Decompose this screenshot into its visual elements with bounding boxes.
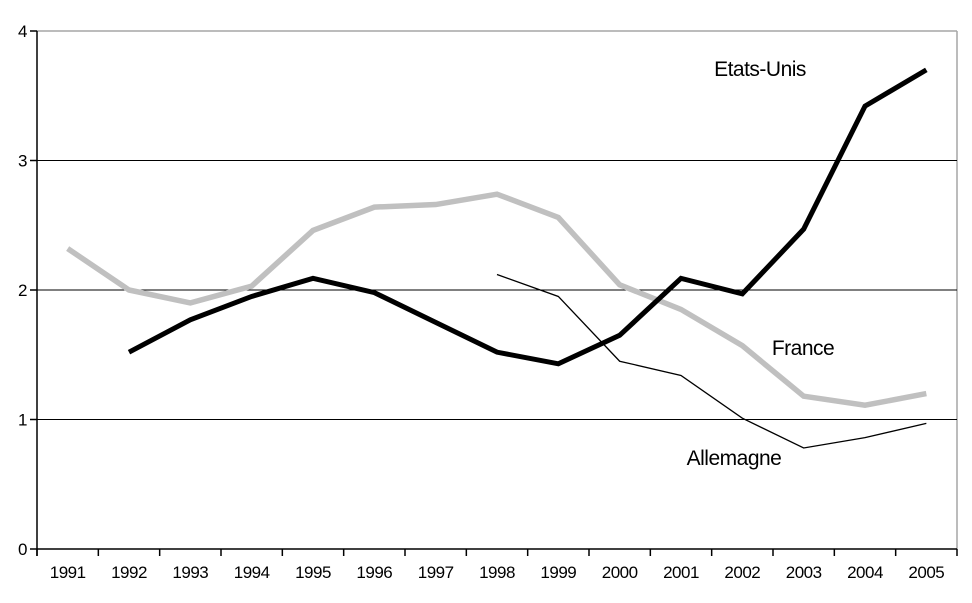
series-label-allemagne: Allemagne (687, 447, 782, 470)
x-tick-label-1991: 1991 (50, 563, 86, 582)
x-tick-label-1995: 1995 (295, 563, 331, 582)
y-tick-label-3: 3 (18, 152, 27, 171)
x-tick-label-1999: 1999 (540, 563, 576, 582)
series-line-etats-unis (127, 67, 928, 367)
y-tick-label-0: 0 (18, 540, 27, 559)
x-tick-label-2002: 2002 (724, 563, 760, 582)
x-tick-label-1998: 1998 (479, 563, 515, 582)
series-line-allemagne (496, 273, 927, 449)
x-tick-label-2004: 2004 (847, 563, 883, 582)
series-label-france: France (772, 337, 834, 360)
x-tick-label-2005: 2005 (908, 563, 944, 582)
x-tick-label-1997: 1997 (418, 563, 454, 582)
y-tick-label-2: 2 (18, 281, 27, 300)
series-line-france (66, 191, 927, 409)
y-tick-label-4: 4 (18, 22, 27, 41)
x-tick-label-1996: 1996 (356, 563, 392, 582)
series-label-etats-unis: Etats-Unis (714, 58, 806, 81)
x-tick-label-2001: 2001 (663, 563, 699, 582)
y-tick-label-1: 1 (18, 411, 27, 430)
x-tick-label-1993: 1993 (172, 563, 208, 582)
x-tick-label-1992: 1992 (111, 563, 147, 582)
x-tick-label-2003: 2003 (786, 563, 822, 582)
x-tick-label-2000: 2000 (602, 563, 638, 582)
x-tick-label-1994: 1994 (234, 563, 270, 582)
